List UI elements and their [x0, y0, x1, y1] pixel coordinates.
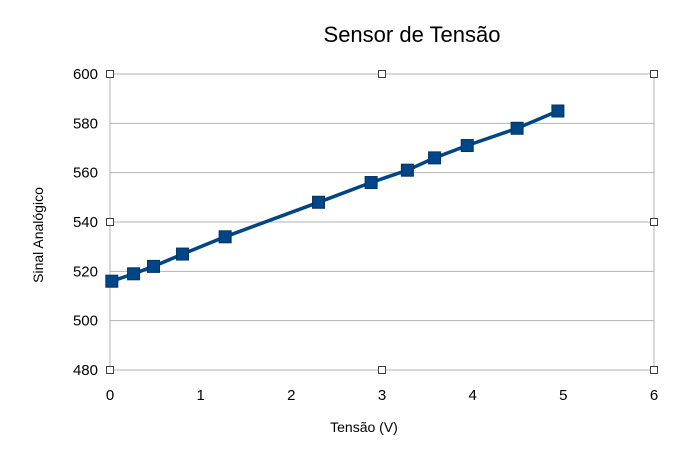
selection-handle[interactable]: [106, 366, 114, 374]
y-tick-label: 480: [73, 362, 98, 379]
selection-handle[interactable]: [378, 366, 386, 374]
x-axis-ticks: 0 1 2 3 4 5 6: [106, 387, 658, 404]
grid-layer: [109, 73, 655, 371]
x-tick-label: 4: [468, 387, 476, 404]
chart-title: Sensor de Tensão: [324, 22, 501, 47]
data-point-marker: [218, 230, 232, 244]
data-point-marker: [312, 195, 326, 209]
selection-handles: [106, 70, 658, 374]
data-point-marker: [428, 151, 442, 165]
x-tick-label: 3: [378, 387, 386, 404]
data-point-marker: [510, 121, 524, 135]
selection-handle[interactable]: [650, 366, 658, 374]
selection-handle[interactable]: [650, 70, 658, 78]
data-point-marker: [400, 163, 414, 177]
x-tick-label: 5: [559, 387, 567, 404]
data-point-marker: [551, 104, 565, 118]
selection-handle[interactable]: [106, 70, 114, 78]
y-tick-label: 540: [73, 214, 98, 231]
y-tick-label: 500: [73, 313, 98, 330]
y-axis-ticks: 480 500 520 540 560 580 600: [73, 66, 98, 379]
data-point-marker: [105, 274, 119, 288]
series-layer: [105, 104, 565, 288]
y-tick-label: 600: [73, 66, 98, 83]
y-axis-label: Sinal Analógico: [30, 187, 46, 283]
x-tick-label: 6: [650, 387, 658, 404]
y-tick-label: 560: [73, 165, 98, 182]
x-tick-label: 2: [287, 387, 295, 404]
data-point-marker: [147, 259, 161, 273]
data-point-marker: [364, 176, 378, 190]
x-tick-label: 1: [196, 387, 204, 404]
selection-handle[interactable]: [106, 218, 114, 226]
y-tick-label: 520: [73, 263, 98, 280]
data-point-marker: [460, 139, 474, 153]
x-axis-label: Tensão (V): [330, 419, 398, 435]
selection-handle[interactable]: [378, 70, 386, 78]
selection-handle[interactable]: [650, 218, 658, 226]
data-point-marker: [176, 247, 190, 261]
x-tick-label: 0: [106, 387, 114, 404]
data-point-marker: [127, 267, 141, 281]
y-tick-label: 580: [73, 115, 98, 132]
